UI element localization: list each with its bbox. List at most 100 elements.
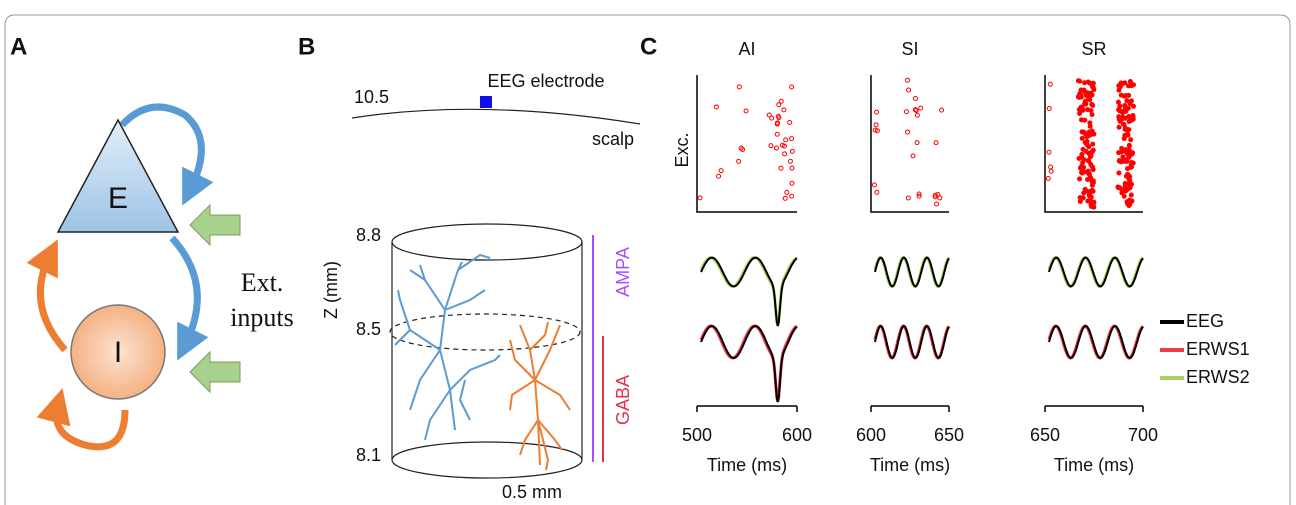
spike <box>1080 160 1086 166</box>
spike <box>1088 161 1094 167</box>
spike <box>1081 168 1087 174</box>
spike <box>1048 168 1054 174</box>
spike <box>904 77 910 83</box>
spike <box>1130 103 1136 109</box>
scale-bar-label: 0.5 mm <box>502 482 562 502</box>
raster-label: Exc. <box>672 132 692 167</box>
spike <box>1116 158 1122 164</box>
spike <box>1078 92 1084 98</box>
spike <box>1129 151 1135 157</box>
spike <box>1082 139 1088 145</box>
spike <box>913 107 919 113</box>
spike <box>789 180 795 186</box>
spike <box>743 108 749 114</box>
spike <box>1088 131 1094 137</box>
spike <box>718 168 724 174</box>
spike <box>1086 171 1092 177</box>
arrow <box>169 235 209 361</box>
spike <box>1120 114 1126 120</box>
spike <box>914 112 920 118</box>
node-label: I <box>114 336 122 369</box>
spike <box>1090 84 1096 90</box>
spike <box>1121 193 1127 199</box>
raster-axes <box>1044 75 1143 213</box>
tick-label: 650 <box>934 425 964 445</box>
inputs-label: inputs <box>230 303 294 332</box>
spike <box>1124 98 1130 104</box>
tick-label: 500 <box>682 425 712 445</box>
spike <box>905 129 911 135</box>
spike <box>916 193 922 199</box>
legend-label: EEG <box>1186 311 1224 331</box>
spike <box>775 113 781 119</box>
spike <box>872 127 878 133</box>
spike <box>781 143 787 149</box>
receptor-label: GABA <box>613 375 633 425</box>
spike <box>782 195 788 201</box>
spike <box>740 146 746 152</box>
eeg-trace <box>1048 324 1144 360</box>
spike <box>1082 117 1088 123</box>
spike <box>774 121 780 127</box>
eeg-trace <box>874 324 950 360</box>
spike <box>874 109 880 115</box>
frame <box>4 14 1291 505</box>
spike <box>789 84 795 90</box>
raster-axes <box>696 75 797 213</box>
spike <box>1080 195 1086 201</box>
spike <box>1117 84 1123 90</box>
axis-label: Z (mm) <box>321 261 341 319</box>
spike <box>1085 177 1091 183</box>
z-tick: 8.5 <box>356 319 381 339</box>
spike <box>1075 78 1081 84</box>
spike <box>1116 170 1122 176</box>
spike <box>1045 175 1051 181</box>
spike <box>934 201 940 207</box>
spike <box>1126 92 1132 98</box>
spike <box>1128 137 1134 143</box>
spike <box>782 151 788 157</box>
legend: EEG ERWS1 ERWS2 <box>1160 311 1250 387</box>
node-i <box>70 304 166 400</box>
arrow <box>119 103 214 206</box>
spike <box>914 140 920 146</box>
spike <box>773 145 779 151</box>
spike <box>1119 145 1125 151</box>
spike <box>1123 188 1129 194</box>
scalp-label: scalp <box>592 129 634 149</box>
spike <box>904 109 910 115</box>
spike <box>1121 157 1127 163</box>
spike <box>1047 81 1053 87</box>
spike <box>789 136 795 142</box>
axis-label: Time (ms) <box>870 455 950 475</box>
spike <box>1130 160 1136 166</box>
column-title: SR <box>1081 39 1106 59</box>
z-tick: 8.8 <box>356 225 381 245</box>
spike <box>1085 79 1091 85</box>
axis-label: Time (ms) <box>707 455 787 475</box>
spike <box>778 98 784 104</box>
spike <box>1117 103 1123 109</box>
z-tick: 8.1 <box>356 445 381 465</box>
spike <box>937 195 943 201</box>
spike <box>871 182 877 188</box>
spike <box>1090 188 1096 194</box>
spike <box>1127 78 1133 84</box>
spike <box>1089 101 1095 107</box>
spike <box>713 104 719 110</box>
electrode <box>480 96 492 108</box>
eeg-trace <box>874 256 950 288</box>
spike <box>1116 114 1122 120</box>
spike <box>874 189 880 195</box>
spike <box>913 95 919 101</box>
spike <box>1087 97 1093 103</box>
spike <box>1081 87 1087 93</box>
spike <box>1126 114 1132 120</box>
spike <box>1077 176 1083 182</box>
spike <box>1076 155 1082 161</box>
spike <box>1090 141 1096 147</box>
spike <box>1127 101 1133 107</box>
spike <box>736 84 742 90</box>
spike <box>906 87 912 93</box>
